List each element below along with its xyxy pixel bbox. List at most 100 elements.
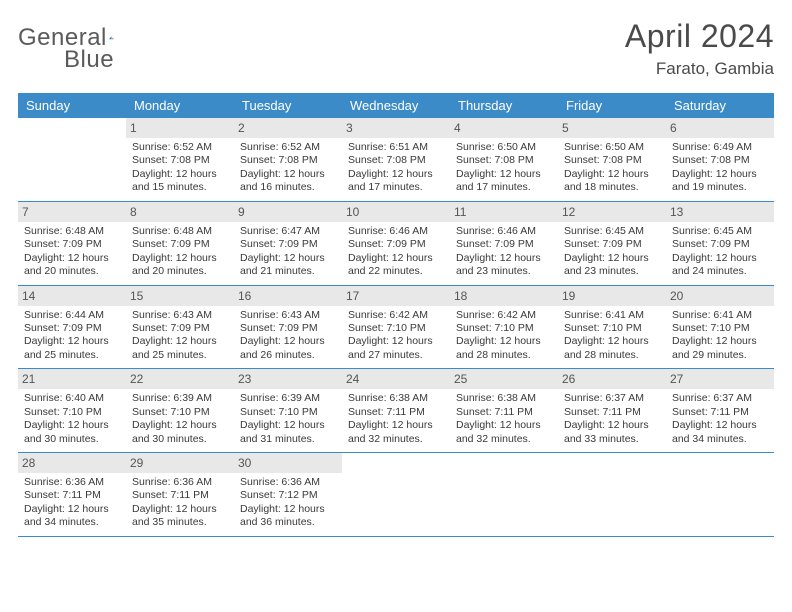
- day-number: 16: [234, 286, 342, 306]
- day-cell: 5Sunrise: 6:50 AMSunset: 7:08 PMDaylight…: [558, 118, 666, 201]
- sunset-text: Sunset: 7:09 PM: [24, 238, 120, 251]
- sunset-text: Sunset: 7:08 PM: [348, 154, 444, 167]
- day-cell: 6Sunrise: 6:49 AMSunset: 7:08 PMDaylight…: [666, 118, 774, 201]
- day-number: 22: [126, 369, 234, 389]
- sunrise-text: Sunrise: 6:41 AM: [672, 309, 768, 322]
- daylight-text: Daylight: 12 hours and 33 minutes.: [564, 419, 660, 446]
- day-number: 17: [342, 286, 450, 306]
- day-info: Sunrise: 6:44 AMSunset: 7:09 PMDaylight:…: [24, 309, 120, 363]
- sunset-text: Sunset: 7:10 PM: [348, 322, 444, 335]
- sunset-text: Sunset: 7:10 PM: [24, 406, 120, 419]
- day-cell: 30Sunrise: 6:36 AMSunset: 7:12 PMDayligh…: [234, 453, 342, 536]
- day-info: Sunrise: 6:41 AMSunset: 7:10 PMDaylight:…: [564, 309, 660, 363]
- day-header: Wednesday: [342, 93, 450, 118]
- daylight-text: Daylight: 12 hours and 20 minutes.: [132, 252, 228, 279]
- day-cell: 14 Sunrise: 6:44 AMSunset: 7:09 PMDayligh…: [18, 286, 126, 369]
- sunrise-text: Sunrise: 6:46 AM: [456, 225, 552, 238]
- day-info: Sunrise: 6:37 AMSunset: 7:11 PMDaylight:…: [672, 392, 768, 446]
- day-number: 20: [666, 286, 774, 306]
- day-number: 26: [558, 369, 666, 389]
- sunrise-text: Sunrise: 6:46 AM: [348, 225, 444, 238]
- daylight-text: Daylight: 12 hours and 25 minutes.: [24, 335, 120, 362]
- day-number: 23: [234, 369, 342, 389]
- day-cell: [558, 453, 666, 536]
- sunset-text: Sunset: 7:10 PM: [672, 322, 768, 335]
- day-cell: 16 Sunrise: 6:43 AMSunset: 7:09 PMDayligh…: [234, 286, 342, 369]
- daylight-text: Daylight: 12 hours and 34 minutes.: [24, 503, 120, 530]
- daylight-text: Daylight: 12 hours and 36 minutes.: [240, 503, 336, 530]
- sunrise-text: Sunrise: 6:50 AM: [564, 141, 660, 154]
- sunset-text: Sunset: 7:11 PM: [564, 406, 660, 419]
- week-row: 28Sunrise: 6:36 AMSunset: 7:11 PMDayligh…: [18, 453, 774, 537]
- day-cell: 3 Sunrise: 6:51 AMSunset: 7:08 PMDaylight…: [342, 118, 450, 201]
- day-number: 7: [18, 202, 126, 222]
- day-info: Sunrise: 6:51 AMSunset: 7:08 PMDaylight:…: [348, 141, 444, 195]
- title-month: April 2024: [625, 18, 774, 55]
- day-info: Sunrise: 6:46 AMSunset: 7:09 PMDaylight:…: [348, 225, 444, 279]
- daylight-text: Daylight: 12 hours and 22 minutes.: [348, 252, 444, 279]
- sunrise-text: Sunrise: 6:42 AM: [348, 309, 444, 322]
- day-number: 25: [450, 369, 558, 389]
- logo-sail-icon: [109, 29, 114, 47]
- day-info: Sunrise: 6:39 AMSunset: 7:10 PMDaylight:…: [132, 392, 228, 446]
- day-cell: [666, 453, 774, 536]
- daylight-text: Daylight: 12 hours and 20 minutes.: [24, 252, 120, 279]
- day-cell: [342, 453, 450, 536]
- day-cell: 15Sunrise: 6:43 AMSunset: 7:09 PMDayligh…: [126, 286, 234, 369]
- day-number: 8: [126, 202, 234, 222]
- day-cell: 28Sunrise: 6:36 AMSunset: 7:11 PMDayligh…: [18, 453, 126, 536]
- day-number: 9: [234, 202, 342, 222]
- sunrise-text: Sunrise: 6:48 AM: [132, 225, 228, 238]
- sunrise-text: Sunrise: 6:37 AM: [564, 392, 660, 405]
- sunset-text: Sunset: 7:11 PM: [132, 489, 228, 502]
- daylight-text: Daylight: 12 hours and 32 minutes.: [348, 419, 444, 446]
- daylight-text: Daylight: 12 hours and 15 minutes.: [132, 168, 228, 195]
- daylight-text: Daylight: 12 hours and 27 minutes.: [348, 335, 444, 362]
- day-info: Sunrise: 6:52 AMSunset: 7:08 PMDaylight:…: [240, 141, 336, 195]
- sunset-text: Sunset: 7:11 PM: [456, 406, 552, 419]
- sunrise-text: Sunrise: 6:45 AM: [564, 225, 660, 238]
- title-block: April 2024 Farato, Gambia: [625, 18, 774, 79]
- day-info: Sunrise: 6:37 AMSunset: 7:11 PMDaylight:…: [564, 392, 660, 446]
- day-number: 11: [450, 202, 558, 222]
- sunrise-text: Sunrise: 6:39 AM: [132, 392, 228, 405]
- header: General April 2024 Farato, Gambia: [18, 18, 774, 79]
- daylight-text: Daylight: 12 hours and 31 minutes.: [240, 419, 336, 446]
- day-cell: 25Sunrise: 6:38 AMSunset: 7:11 PMDayligh…: [450, 369, 558, 452]
- day-number: 3: [342, 118, 450, 138]
- sunset-text: Sunset: 7:08 PM: [564, 154, 660, 167]
- daylight-text: Daylight: 12 hours and 30 minutes.: [24, 419, 120, 446]
- day-info: Sunrise: 6:46 AMSunset: 7:09 PMDaylight:…: [456, 225, 552, 279]
- daylight-text: Daylight: 12 hours and 25 minutes.: [132, 335, 228, 362]
- sunset-text: Sunset: 7:11 PM: [348, 406, 444, 419]
- sunrise-text: Sunrise: 6:49 AM: [672, 141, 768, 154]
- daylight-text: Daylight: 12 hours and 23 minutes.: [564, 252, 660, 279]
- day-cell: 20Sunrise: 6:41 AMSunset: 7:10 PMDayligh…: [666, 286, 774, 369]
- day-number: 30: [234, 453, 342, 473]
- day-number: 14: [18, 286, 126, 306]
- day-info: Sunrise: 6:43 AMSunset: 7:09 PMDaylight:…: [240, 309, 336, 363]
- day-info: Sunrise: 6:50 AMSunset: 7:08 PMDaylight:…: [456, 141, 552, 195]
- sunset-text: Sunset: 7:12 PM: [240, 489, 336, 502]
- day-cell: 19 Sunrise: 6:41 AMSunset: 7:10 PMDayligh…: [558, 286, 666, 369]
- day-cell: 18Sunrise: 6:42 AMSunset: 7:10 PMDayligh…: [450, 286, 558, 369]
- day-info: Sunrise: 6:42 AMSunset: 7:10 PMDaylight:…: [348, 309, 444, 363]
- day-number: 18: [450, 286, 558, 306]
- day-cell: 23Sunrise: 6:39 AMSunset: 7:10 PMDayligh…: [234, 369, 342, 452]
- daylight-text: Daylight: 12 hours and 21 minutes.: [240, 252, 336, 279]
- week-row: 21Sunrise: 6:40 AMSunset: 7:10 PMDayligh…: [18, 369, 774, 453]
- daylight-text: Daylight: 12 hours and 34 minutes.: [672, 419, 768, 446]
- sunrise-text: Sunrise: 6:42 AM: [456, 309, 552, 322]
- sunrise-text: Sunrise: 6:50 AM: [456, 141, 552, 154]
- sunset-text: Sunset: 7:09 PM: [348, 238, 444, 251]
- sunset-text: Sunset: 7:09 PM: [672, 238, 768, 251]
- day-header: Sunday: [18, 93, 126, 118]
- sunset-text: Sunset: 7:08 PM: [132, 154, 228, 167]
- day-cell: 4Sunrise: 6:50 AMSunset: 7:08 PMDaylight…: [450, 118, 558, 201]
- sunrise-text: Sunrise: 6:38 AM: [348, 392, 444, 405]
- sunset-text: Sunset: 7:08 PM: [240, 154, 336, 167]
- daylight-text: Daylight: 12 hours and 30 minutes.: [132, 419, 228, 446]
- sunrise-text: Sunrise: 6:39 AM: [240, 392, 336, 405]
- day-info: Sunrise: 6:40 AMSunset: 7:10 PMDaylight:…: [24, 392, 120, 446]
- day-number: 19: [558, 286, 666, 306]
